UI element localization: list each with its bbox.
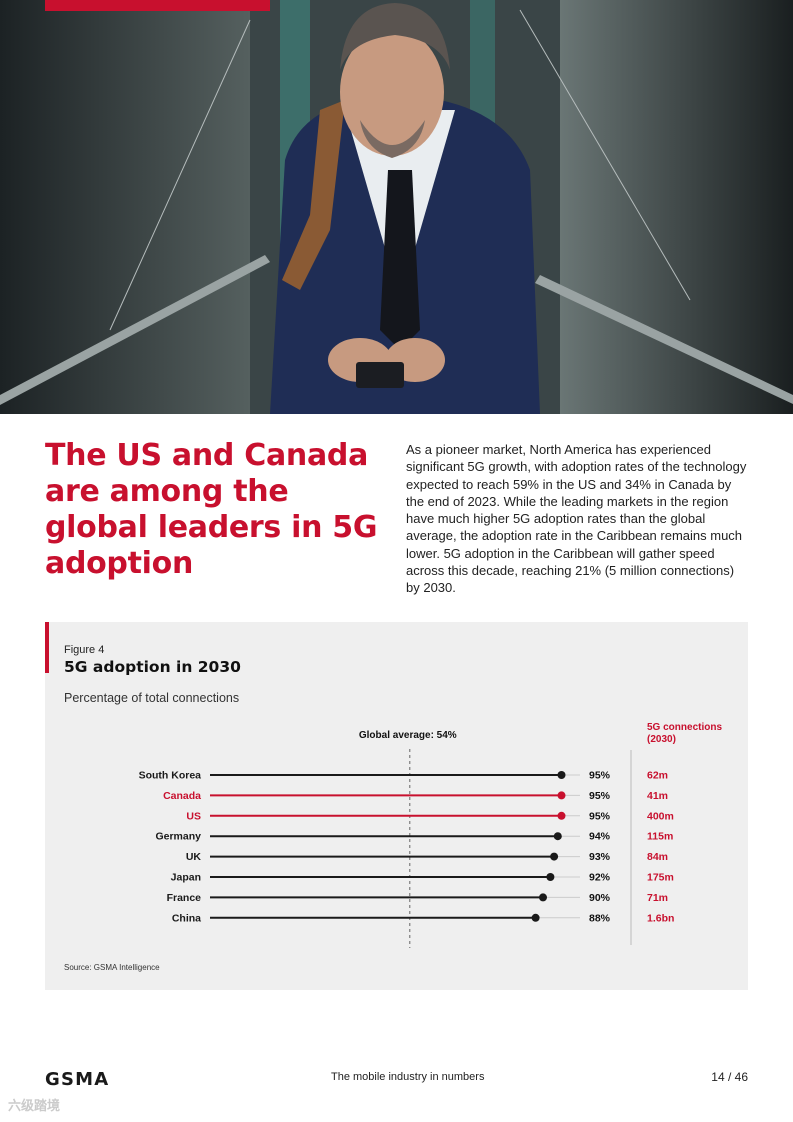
intro-paragraph: As a pioneer market, North America has e… — [406, 442, 747, 596]
row-dot — [539, 893, 547, 902]
row-dot — [553, 832, 562, 841]
connections-value: 175m — [647, 872, 674, 884]
figure-label: Figure 4 — [64, 644, 105, 656]
row-dot — [550, 852, 559, 861]
category-label: China — [172, 912, 201, 924]
connections-value: 1.6bn — [647, 912, 674, 924]
category-label: South Korea — [139, 770, 202, 782]
category-label: Canada — [163, 790, 201, 802]
category-label: US — [186, 810, 201, 822]
row-dot — [557, 771, 566, 779]
value-label: 94% — [589, 831, 611, 843]
row-dot — [531, 913, 540, 922]
page-number: 14 / 46 — [711, 1070, 748, 1084]
connections-value: 62m — [647, 770, 668, 782]
value-label: 95% — [589, 810, 611, 822]
accent-tab — [45, 0, 270, 11]
category-label: UK — [186, 851, 202, 863]
value-label: 93% — [589, 851, 611, 863]
figure-source: Source: GSMA Intelligence — [64, 963, 160, 972]
row-dot — [557, 811, 566, 820]
connections-header-line2: (2030) — [647, 734, 676, 745]
connections-value: 400m — [647, 810, 674, 822]
value-label: 95% — [589, 790, 611, 802]
page-headline: The US and Canada are among the global l… — [45, 438, 378, 581]
value-label: 95% — [589, 770, 611, 782]
category-label: France — [167, 892, 202, 904]
row-dot — [546, 873, 555, 881]
value-label: 92% — [589, 872, 611, 884]
figure-accent-bar — [45, 622, 49, 673]
connections-value: 115m — [647, 831, 673, 843]
category-label: Japan — [171, 872, 201, 884]
category-label: Germany — [155, 831, 201, 843]
hero-photo — [0, 0, 793, 414]
watermark: 六级踏境 — [8, 1099, 61, 1114]
global-average-label: Global average: 54% — [359, 730, 457, 741]
figure-panel: Figure 4 5G adoption in 2030 Percentage … — [45, 622, 748, 990]
connections-value: 84m — [647, 851, 668, 863]
gsma-logo: GSMA — [45, 1069, 110, 1090]
adoption-chart: Global average: 54% 5G connections(2030) S… — [139, 722, 722, 948]
row-dot — [557, 791, 566, 800]
connections-header-line1: 5G connections — [647, 722, 722, 733]
connections-value: 41m — [647, 790, 668, 802]
figure-subtitle: Percentage of total connections — [64, 691, 240, 705]
connections-value: 71m — [647, 892, 668, 904]
value-label: 88% — [589, 912, 611, 924]
hero-illustration — [0, 0, 793, 414]
figure-title: 5G adoption in 2030 — [64, 658, 241, 676]
footer-title: The mobile industry in numbers — [331, 1071, 485, 1083]
value-label: 90% — [589, 892, 611, 904]
